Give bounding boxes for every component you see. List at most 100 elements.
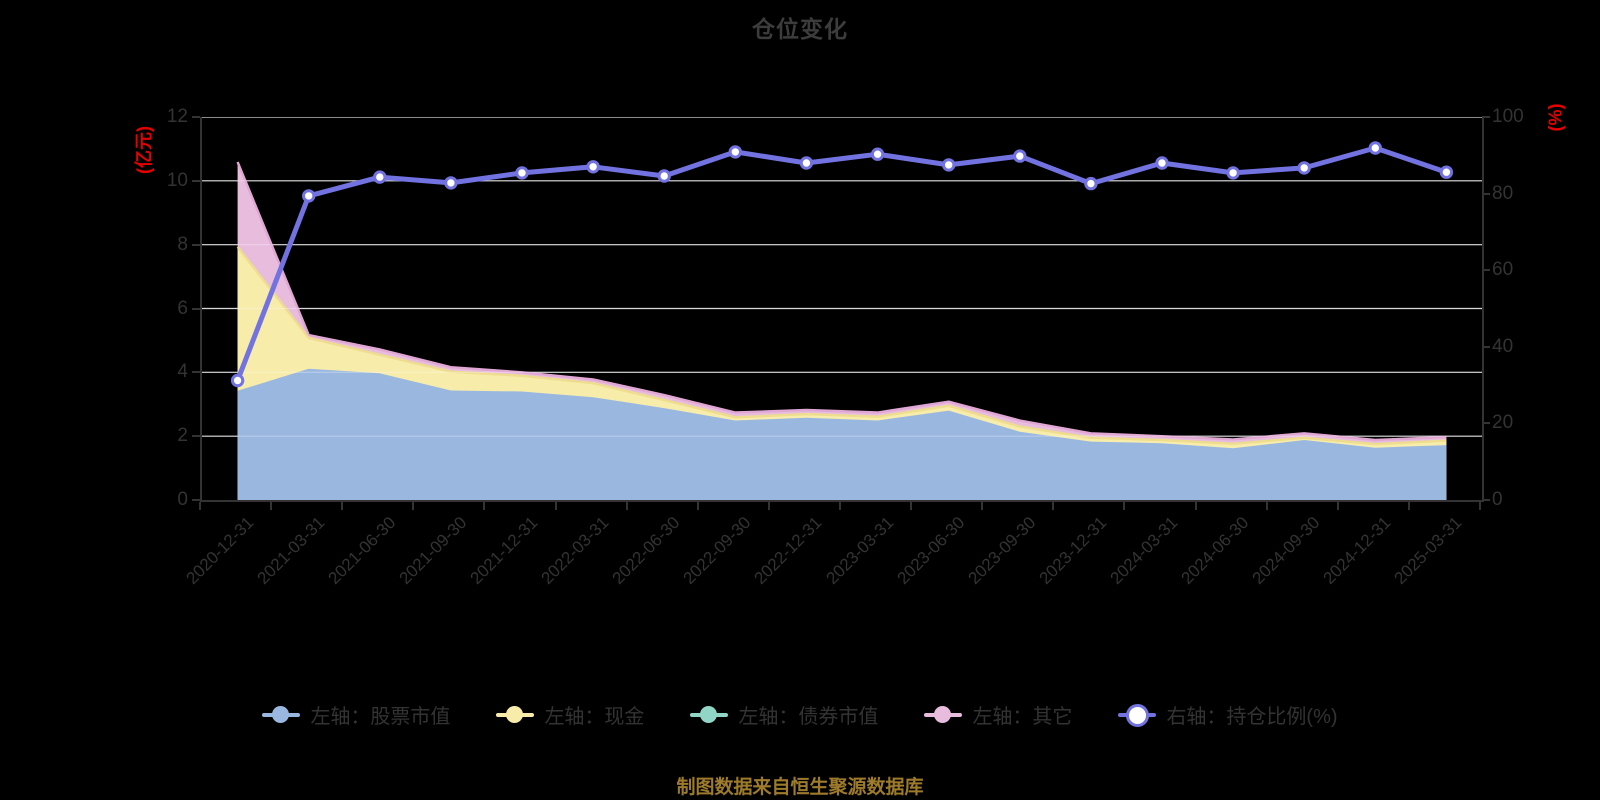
left-axis-tick-label: 2 bbox=[177, 425, 188, 447]
axis-tick bbox=[192, 243, 200, 246]
legend-area-marker-icon bbox=[690, 705, 729, 725]
ratio-data-point[interactable] bbox=[942, 158, 956, 172]
legend-area-marker-icon bbox=[924, 705, 963, 725]
axis-tick bbox=[981, 502, 984, 510]
x-axis-label: 2022-03-31 bbox=[537, 513, 613, 588]
ratio-data-point[interactable] bbox=[444, 176, 458, 190]
axis-tick bbox=[270, 502, 273, 510]
ratio-data-point[interactable] bbox=[1297, 161, 1311, 175]
data-source-note: 制图数据来自恒生聚源数据库 bbox=[676, 777, 924, 798]
x-axis-label: 2020-12-31 bbox=[182, 513, 257, 588]
plot-area[interactable] bbox=[200, 117, 1484, 502]
legend-item[interactable]: 右轴：持仓比例(%) bbox=[1118, 700, 1338, 729]
x-axis-label: 2024-03-31 bbox=[1106, 513, 1182, 588]
axis-tick bbox=[341, 502, 344, 510]
axis-tick bbox=[1123, 502, 1126, 510]
ratio-data-point[interactable] bbox=[1013, 149, 1027, 163]
legend-item[interactable]: 左轴：其它 bbox=[924, 700, 1072, 729]
left-axis-tick-label: 0 bbox=[177, 489, 188, 510]
area-edge bbox=[236, 246, 1447, 446]
right-axis-tick-label: 20 bbox=[1492, 412, 1514, 434]
ratio-line[interactable] bbox=[235, 145, 1449, 383]
ratio-data-point[interactable] bbox=[373, 170, 387, 184]
legend-label: 左轴：股票市值 bbox=[310, 706, 451, 728]
axis-tick bbox=[554, 502, 557, 510]
x-axis-label: 2025-03-31 bbox=[1390, 513, 1466, 588]
x-axis-label: 2022-09-30 bbox=[679, 513, 755, 588]
chart-legend: 左轴：股票市值 左轴：现金 左轴：债券市值 左轴：其它 右轴：持仓比例(%) bbox=[0, 700, 1600, 729]
chart-title: 仓位变化 bbox=[752, 16, 848, 42]
left-axis-tick-label: 10 bbox=[166, 169, 188, 191]
axis-tick bbox=[192, 371, 200, 374]
ratio-data-point[interactable] bbox=[1084, 176, 1098, 191]
left-axis-tick-label: 6 bbox=[177, 297, 188, 319]
right-axis-tick-label: 60 bbox=[1492, 259, 1514, 281]
axis-tick bbox=[1482, 422, 1490, 425]
axis-tick bbox=[1407, 502, 1410, 510]
legend-item[interactable]: 左轴：现金 bbox=[496, 700, 644, 729]
legend-item[interactable]: 左轴：债券市值 bbox=[690, 700, 878, 729]
right-axis-tick-label: 80 bbox=[1492, 182, 1514, 204]
legend-item[interactable]: 左轴：股票市值 bbox=[262, 700, 450, 729]
x-axis-label: 2024-12-31 bbox=[1319, 513, 1395, 588]
x-axis-label: 2021-12-31 bbox=[466, 513, 542, 588]
legend-area-marker-icon bbox=[262, 705, 301, 725]
ratio-data-point[interactable] bbox=[799, 156, 814, 170]
left-axis-tick-label: 8 bbox=[177, 233, 188, 255]
ratio-data-point[interactable] bbox=[657, 169, 671, 183]
ratio-data-point[interactable] bbox=[586, 160, 600, 174]
ratio-data-point[interactable] bbox=[302, 189, 316, 203]
ratio-data-point[interactable] bbox=[870, 147, 885, 161]
axis-tick bbox=[767, 502, 770, 510]
axis-tick bbox=[192, 435, 200, 438]
axis-tick bbox=[1194, 502, 1197, 510]
axis-tick bbox=[199, 502, 201, 510]
ratio-data-point[interactable] bbox=[1439, 165, 1454, 179]
axis-tick bbox=[696, 502, 699, 510]
area-series[interactable] bbox=[237, 368, 1447, 500]
x-axis-label: 2021-03-31 bbox=[253, 513, 329, 588]
x-axis-label: 2023-06-30 bbox=[893, 513, 969, 588]
x-axis-label: 2023-09-30 bbox=[964, 513, 1040, 588]
axis-tick bbox=[192, 499, 200, 501]
right-axis-tick-label: 100 bbox=[1492, 106, 1524, 127]
axis-tick bbox=[483, 502, 486, 510]
legend-line-marker-icon bbox=[1118, 703, 1157, 727]
ratio-data-point[interactable] bbox=[515, 166, 529, 180]
axis-tick bbox=[1482, 192, 1490, 195]
x-axis-label: 2021-06-30 bbox=[324, 513, 400, 588]
legend-label: 左轴：债券市值 bbox=[738, 706, 879, 728]
left-axis-tick-label: 4 bbox=[177, 361, 188, 383]
axis-tick bbox=[1052, 502, 1055, 510]
x-axis-label: 2023-12-31 bbox=[1035, 513, 1111, 588]
axis-tick bbox=[1479, 502, 1481, 510]
axis-tick bbox=[910, 502, 913, 510]
legend-label: 右轴：持仓比例(%) bbox=[1166, 706, 1338, 728]
axis-tick bbox=[192, 116, 200, 118]
legend-label: 左轴：其它 bbox=[972, 706, 1073, 728]
x-axis-label: 2023-03-31 bbox=[822, 513, 897, 588]
x-axis-label: 2024-06-30 bbox=[1177, 513, 1253, 588]
legend-label: 左轴：现金 bbox=[544, 706, 645, 728]
ratio-data-point[interactable] bbox=[1368, 141, 1383, 155]
x-axis-label: 2024-09-30 bbox=[1248, 513, 1324, 588]
x-axis-label: 2022-12-31 bbox=[750, 513, 826, 588]
ratio-data-point[interactable] bbox=[230, 373, 245, 388]
axis-tick bbox=[1336, 502, 1339, 510]
left-axis-tick-label: 12 bbox=[166, 106, 188, 127]
legend-area-marker-icon bbox=[496, 705, 535, 725]
axis-tick bbox=[192, 179, 200, 182]
area-edge bbox=[236, 161, 1447, 442]
axis-tick bbox=[1265, 502, 1268, 510]
x-axis-label: 2021-09-30 bbox=[395, 513, 471, 588]
axis-tick bbox=[839, 502, 841, 510]
combo-chart-canvas[interactable] bbox=[202, 117, 1482, 500]
axis-tick bbox=[412, 502, 415, 510]
ratio-data-point[interactable] bbox=[1226, 166, 1240, 180]
ratio-data-point[interactable] bbox=[728, 145, 742, 159]
ratio-data-point[interactable] bbox=[1155, 156, 1169, 170]
axis-tick bbox=[1482, 269, 1490, 272]
x-axis-label: 2022-06-30 bbox=[608, 513, 684, 588]
axis-tick bbox=[192, 307, 200, 310]
